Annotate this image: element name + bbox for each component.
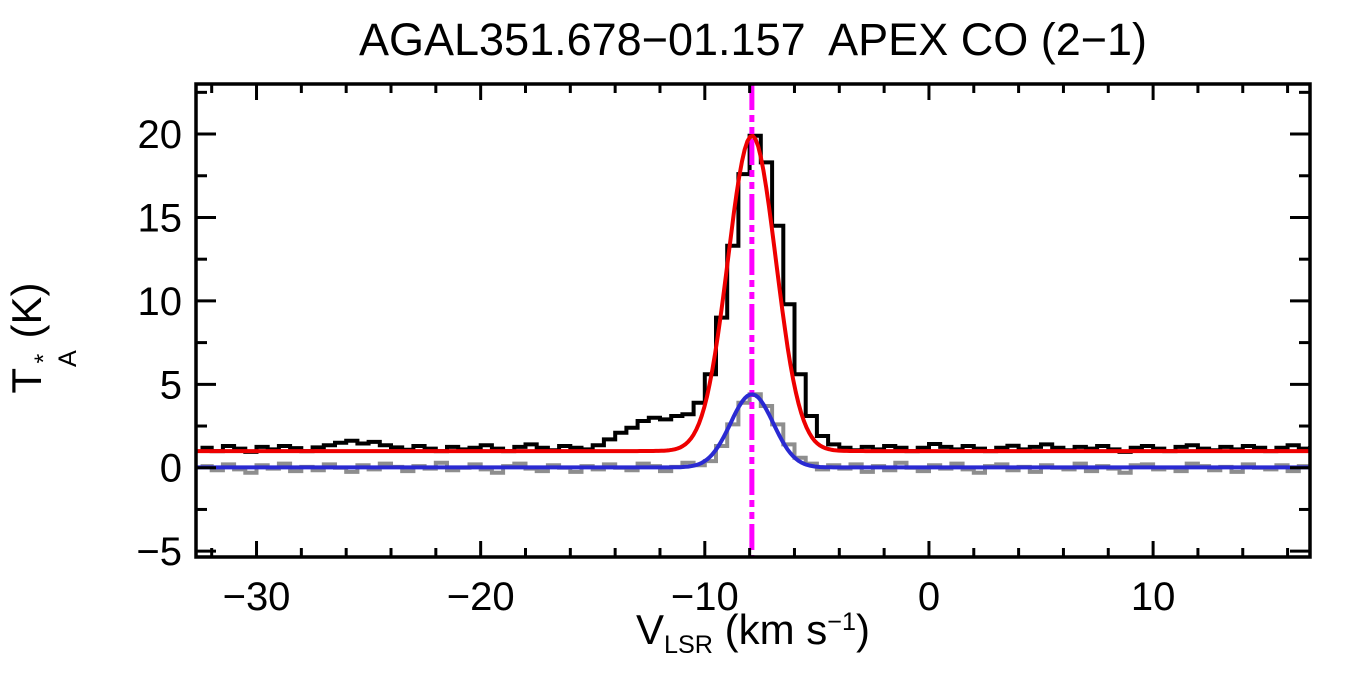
x-tick-label: 0: [918, 575, 940, 619]
gray-histogram-path: [200, 392, 1310, 475]
y-label-sub: A: [54, 350, 83, 368]
x-tick-label: −20: [447, 575, 515, 619]
y-tick-label: 20: [138, 113, 183, 157]
x-label-pre: V: [635, 606, 664, 653]
blue-gaussian-fit-path: [196, 392, 1310, 470]
plot-frame: [194, 82, 1312, 559]
y-tick-label: −5: [136, 530, 182, 574]
x-label-post: ): [856, 606, 871, 653]
plot-title: AGAL351.678−01.157 APEX CO (2−1): [358, 14, 1148, 65]
x-label-sub: LSR: [663, 630, 713, 659]
red-gaussian-fit-path: [196, 133, 1310, 454]
x-tick-label: −10: [671, 575, 739, 619]
y-tick-label: 10: [138, 280, 183, 324]
y-label-post: (K): [2, 282, 50, 351]
x-tick-label: −30: [223, 575, 291, 619]
y-tick-label: 15: [138, 196, 183, 240]
x-label-mid: (km s: [712, 606, 828, 653]
black-histogram-path: [200, 133, 1310, 454]
x-axis-label: VLSR (km s−1): [196, 606, 1310, 660]
x-tick-label: 10: [1131, 575, 1176, 619]
y-label-pre: T: [2, 368, 50, 394]
y-tick-label: 5: [160, 363, 182, 407]
y-axis-label: T * A (K): [2, 178, 83, 498]
x-label-sup: −1: [827, 608, 857, 637]
y-tick-label: 0: [160, 447, 182, 491]
